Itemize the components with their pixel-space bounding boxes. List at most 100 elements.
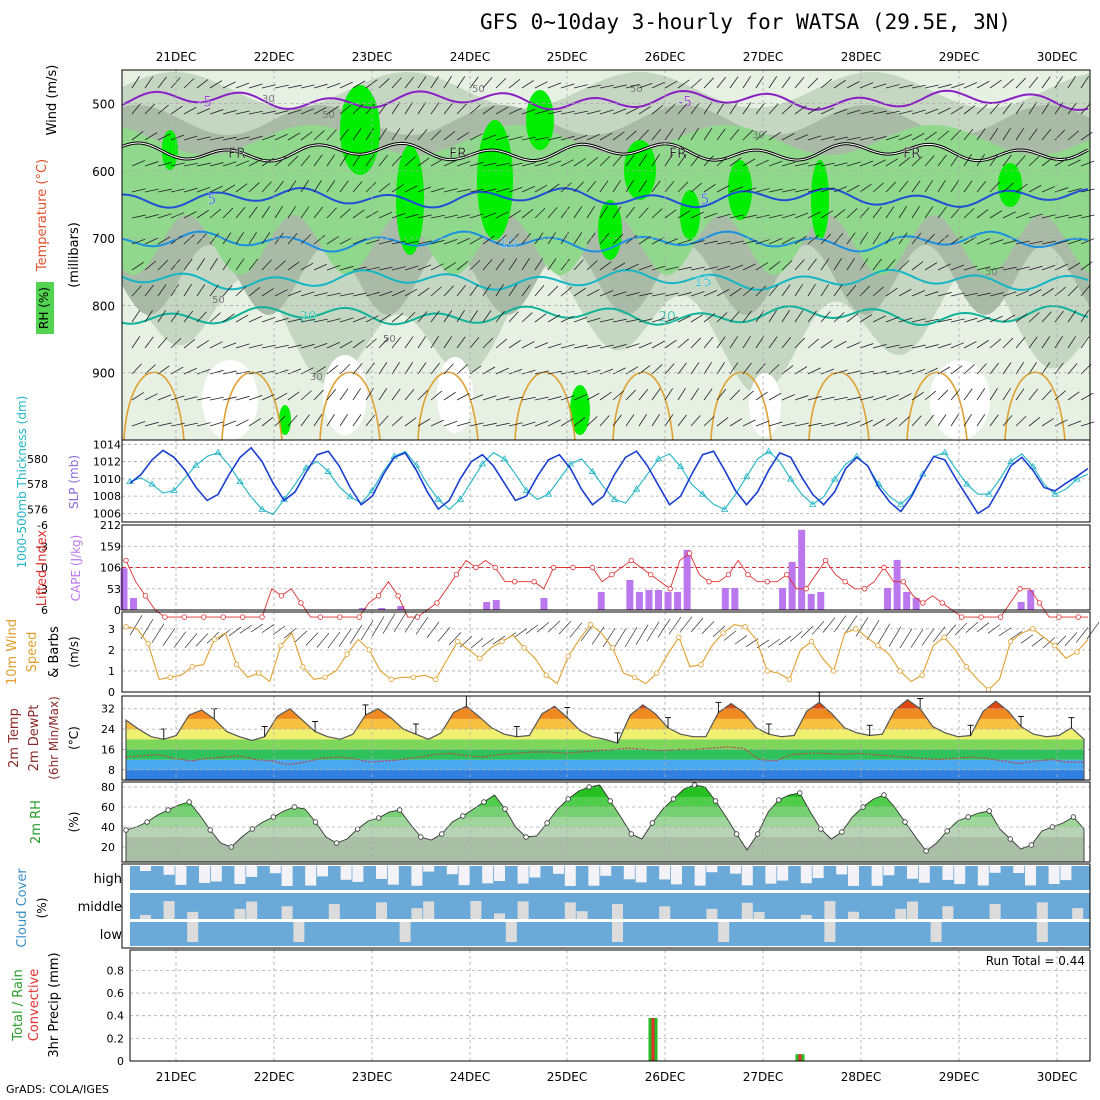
surface-wind-barb	[470, 637, 484, 649]
upper-wind-barb	[768, 131, 781, 141]
upper-wind-barb	[391, 362, 400, 375]
upper-wind-barb	[599, 84, 614, 89]
pressure-tick-label: 700	[92, 232, 115, 246]
upper-wind-barb	[430, 187, 445, 193]
upper-wind-barb	[495, 310, 505, 323]
upper-wind-barb	[1067, 363, 1078, 375]
upper-wind-barb	[482, 395, 497, 401]
upper-wind-barb	[716, 265, 731, 271]
upper-wind-barb	[430, 419, 444, 427]
cloud-gap-middle	[564, 902, 576, 919]
isotherm-label: FR	[228, 146, 246, 162]
upper-wind-barb	[781, 284, 791, 297]
upper-wind-barb	[495, 284, 504, 297]
upper-wind-barb	[768, 238, 783, 245]
upper-wind-barb	[404, 417, 417, 427]
thickness-axis-label: 1000-500mb Thickness (dm)	[15, 396, 29, 569]
thickness-marker	[698, 490, 707, 497]
upper-wind-barb	[352, 316, 367, 323]
lifted-index-marker	[278, 593, 285, 599]
lifted-tick-label: -6	[37, 519, 48, 532]
upper-wind-barb	[417, 157, 430, 167]
upper-wind-barb	[690, 415, 701, 427]
upper-wind-barb	[729, 240, 744, 245]
lifted-index-marker	[220, 614, 226, 620]
upper-wind-barb	[690, 102, 700, 115]
upper-wind-barb	[144, 310, 153, 323]
temp-color-band	[126, 749, 1084, 760]
upper-wind-barb	[365, 103, 376, 115]
slp-tick-label: 1010	[93, 473, 121, 486]
upper-wind-barb	[456, 103, 467, 115]
upper-wind-barb	[170, 235, 183, 245]
upper-wind-barb	[898, 206, 907, 219]
upper-wind-barb	[846, 284, 857, 297]
upper-wind-barb	[339, 388, 349, 401]
upper-wind-barb	[937, 154, 947, 167]
upper-wind-barb	[196, 186, 211, 193]
upper-wind-barb	[1080, 160, 1095, 167]
surface-wind-barb	[536, 621, 550, 633]
upper-wind-barb	[989, 315, 1003, 323]
upper-wind-barb	[638, 342, 653, 349]
rh-contour-label: 50	[630, 84, 643, 95]
upper-wind-barb	[950, 342, 965, 349]
upper-wind-barb	[729, 214, 744, 219]
upper-wind-barb	[573, 394, 588, 401]
upper-wind-barb	[417, 389, 429, 401]
upper-wind-barb	[742, 76, 752, 89]
upper-wind-barb	[144, 393, 158, 401]
upper-wind-barb	[482, 337, 494, 349]
upper-wind-barb	[495, 162, 510, 167]
upper-wind-barb	[287, 84, 302, 89]
lifted-index-marker	[997, 614, 1004, 620]
upper-wind-barb	[833, 284, 843, 297]
upper-wind-barb	[820, 284, 830, 297]
upper-wind-barb	[248, 418, 262, 427]
pressure-axis-label: (millibars)	[67, 222, 82, 288]
wind-speed-marker	[963, 664, 970, 670]
upper-wind-barb	[833, 340, 847, 349]
upper-wind-barb	[768, 310, 777, 323]
upper-wind-barb	[144, 161, 159, 167]
bottom-date-label: 29DEC	[939, 1070, 979, 1084]
thickness-marker	[434, 495, 443, 502]
upper-wind-barb	[196, 284, 206, 297]
upper-wind-barb	[326, 414, 335, 427]
thickness-marker	[258, 505, 266, 512]
upper-wind-barb	[963, 341, 977, 349]
upper-wind-barb	[911, 318, 926, 323]
grads-credit: GrADS: COLA/IGES	[6, 1083, 109, 1096]
thickness-marker	[346, 492, 354, 500]
thickness-marker	[764, 447, 773, 454]
thickness-marker	[963, 480, 971, 487]
wind10-legend-label: 10m Wind	[5, 619, 20, 685]
upper-wind-barb	[222, 136, 237, 141]
upper-wind-barb	[989, 79, 1002, 89]
upper-wind-barb	[209, 80, 223, 89]
thickness-marker	[324, 467, 332, 474]
upper-wind-barb	[170, 162, 185, 167]
upper-wind-barb	[443, 420, 458, 427]
upper-wind-barb	[300, 262, 314, 271]
rh-contour-label: 50	[985, 267, 998, 278]
upper-wind-barb	[1015, 337, 1026, 349]
upper-wind-barb	[235, 136, 250, 141]
upper-wind-barb	[352, 292, 367, 297]
upper-wind-barb	[287, 318, 302, 323]
upper-wind-barb	[1002, 154, 1012, 167]
upper-wind-barb	[1054, 240, 1069, 245]
upper-wind-barb	[911, 180, 921, 193]
upper-wind-barb	[1041, 336, 1051, 349]
surface-wind-barb	[239, 624, 253, 634]
cape-tick-label: 0	[114, 604, 121, 617]
upper-wind-barb	[872, 136, 887, 141]
surface-wind-barb	[250, 623, 264, 633]
upper-wind-barb	[742, 158, 756, 167]
upper-wind-barb	[625, 389, 637, 401]
temperature-legend-label: Temperature (°C)	[35, 159, 50, 272]
top-date-label: 24DEC	[450, 50, 490, 64]
upper-wind-barb	[547, 207, 558, 219]
top-date-label: 21DEC	[156, 50, 196, 64]
upper-wind-barb	[937, 389, 949, 401]
